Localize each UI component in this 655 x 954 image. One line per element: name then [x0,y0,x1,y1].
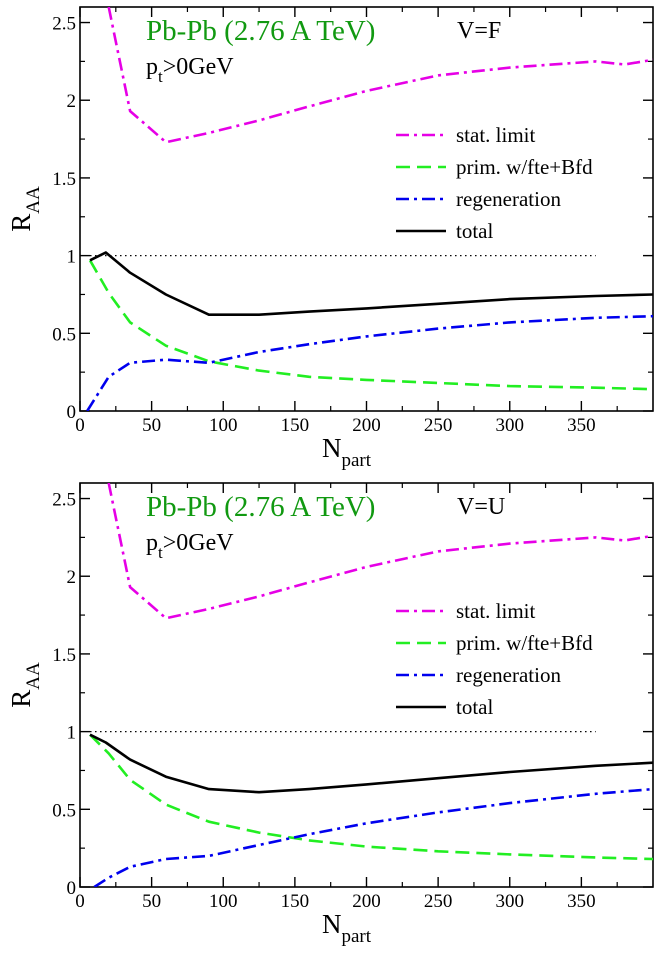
y-tick-label: 1.5 [52,169,76,190]
y-tick-label: 2 [67,91,77,112]
y-tick-label: 2.5 [52,490,76,511]
x-axis-label-main: N [322,909,342,939]
y-axis-label-main: R [6,214,36,232]
x-tick-label: 300 [496,891,525,912]
legend-stat-limit-label: stat. limit [456,599,536,623]
x-tick-label: 150 [281,891,310,912]
x-tick-label: 50 [142,415,161,436]
x-axis-label-sub: part [341,926,371,947]
x-tick-label: 350 [567,891,596,912]
x-tick-label: 0 [75,415,85,436]
y-axis-label: RAA [6,662,44,708]
cut-label-main: p [146,54,158,80]
cut-label-main: p [146,530,158,556]
x-tick-label: 50 [142,891,161,912]
y-tick-label: 1 [67,723,77,744]
x-axis-label: Npart [322,433,372,471]
legend-regeneration-label: regeneration [456,663,561,687]
y-tick-label: 2 [67,567,77,588]
legend-stat-limit-label: stat. limit [456,123,536,147]
panel-top: 0 50 100 150 200 250 300 350 0 0.5 1 1.5 2 2.5 Npart RA… [6,6,654,471]
x-tick-label: 300 [496,415,525,436]
y-tick-label: 0.5 [52,324,76,345]
x-axis-label: Npart [322,909,372,947]
y-tick-label: 0 [67,402,77,423]
panel-tag: V=U [457,494,505,520]
cut-label-sub: t [158,67,163,86]
series-stat-limit [107,7,653,144]
legend-primordial-label: prim. w/fte+Bfd [456,155,593,179]
x-tick-label: 100 [209,415,238,436]
panel-tag: V=F [457,18,501,44]
x-tick-label: 250 [424,415,453,436]
series-total [89,251,653,317]
cut-label-rest: >0GeV [163,54,235,80]
panel-bottom: 0 50 100 150 200 250 300 350 0 0.5 1 1.5 2 2.5 Npart RA… [6,482,654,947]
y-tick-label: 1 [67,247,77,268]
legend-total-label: total [456,695,493,719]
series-stat-limit [107,483,653,620]
legend: stat. limit prim. w/fte+Bfd regeneration to… [396,599,593,719]
x-tick-label: 350 [567,415,596,436]
x-tick-label: 150 [281,415,310,436]
series-primordial [88,259,653,391]
panel-title: Pb-Pb (2.76 A TeV) [146,491,375,523]
y-tick-label: 0 [67,878,77,899]
y-tick-label: 2.5 [52,14,76,35]
series-regeneration [86,314,653,411]
series-regeneration [93,787,653,887]
cut-label-rest: >0GeV [163,530,235,556]
legend-total-label: total [456,219,493,243]
x-tick-label: 250 [424,891,453,912]
series-group [89,483,653,887]
x-tick-label: 0 [75,891,85,912]
cut-label: pt>0GeV [146,530,234,562]
y-axis-label-sub: AA [23,186,44,214]
x-axis-label-sub: part [341,450,371,471]
cut-label: pt>0GeV [146,54,234,86]
legend-primordial-label: prim. w/fte+Bfd [456,631,593,655]
series-primordial [89,733,653,861]
cut-label-sub: t [158,543,163,562]
y-axis-label: RAA [6,186,44,232]
x-tick-label: 200 [352,415,381,436]
y-tick-label: 1.5 [52,645,76,666]
x-tick-label: 200 [352,891,381,912]
y-axis-label-sub: AA [23,662,44,690]
y-tick-label: 0.5 [52,800,76,821]
legend: stat. limit prim. w/fte+Bfd regeneration to… [396,123,593,243]
legend-regeneration-label: regeneration [456,187,561,211]
series-group [86,7,653,411]
x-axis-label-main: N [322,433,342,463]
y-axis-label-main: R [6,690,36,708]
panel-title: Pb-Pb (2.76 A TeV) [146,15,375,47]
x-tick-label: 100 [209,891,238,912]
series-total [89,733,653,794]
